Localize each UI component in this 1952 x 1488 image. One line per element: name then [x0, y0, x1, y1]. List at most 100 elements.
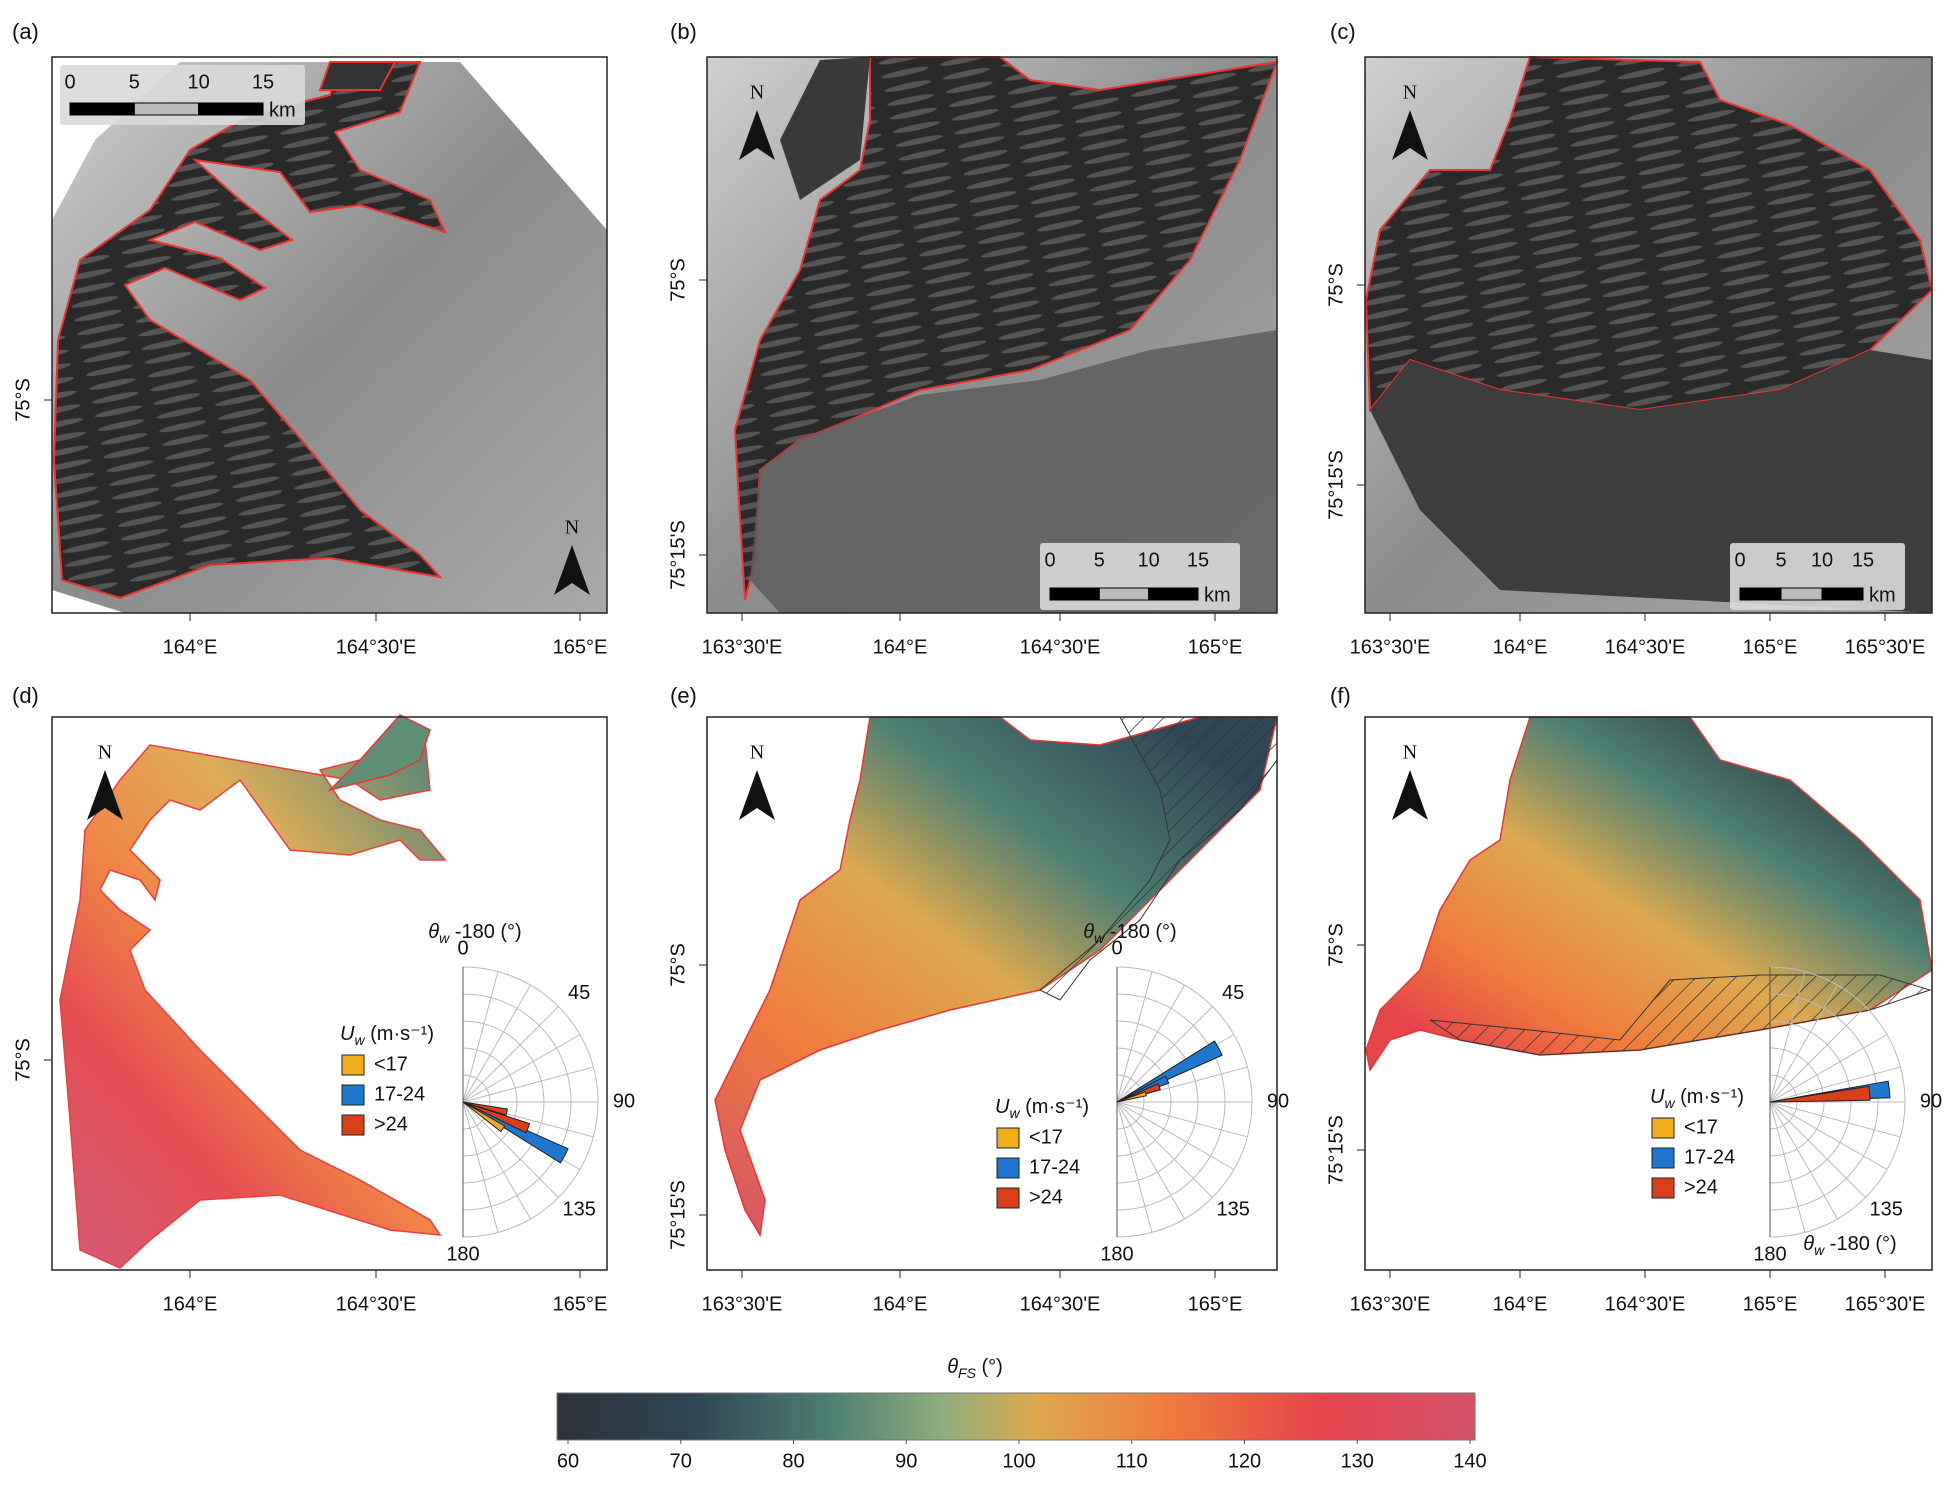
scale-bar-segment	[198, 102, 264, 116]
symbol-text: θw -180 (°)	[428, 921, 521, 945]
y-tick-label: 75°S	[12, 378, 34, 422]
x-tick-label: 163°30'E	[702, 636, 783, 658]
rose-petal	[1116, 1075, 1170, 1103]
rose-angle-label: 135	[1869, 1198, 1902, 1220]
legend-swatch	[341, 1114, 365, 1136]
scale-bar-segment	[1098, 587, 1150, 601]
scale-bar-tick: 10	[188, 71, 210, 93]
x-tick-label: 164°E	[163, 636, 218, 658]
theta-map-e	[714, 716, 1278, 1238]
legend-label: >24	[374, 1113, 408, 1135]
symbol-text: Uw (m·s⁻¹)	[1650, 1086, 1744, 1110]
scale-bar-segment	[1739, 587, 1782, 601]
text-part: w	[439, 930, 450, 946]
rose-angle-label: 180	[1100, 1243, 1133, 1265]
scale-bar-unit: km	[1869, 584, 1896, 606]
scale-bar-tick: 5	[129, 71, 140, 93]
x-tick-label: 164°30'E	[1605, 636, 1686, 658]
legend-label: <17	[374, 1053, 408, 1075]
rose-spoke	[1769, 1101, 1806, 1233]
scale-bar-tick: 10	[1811, 549, 1833, 571]
x-tick-label: 165°E	[1743, 636, 1798, 658]
scale-bar-tick: 0	[64, 71, 75, 93]
rose-spoke	[462, 1034, 581, 1103]
y-tick-label: 75°15'S	[1325, 1115, 1347, 1185]
y-tick-label: 75°S	[12, 1038, 34, 1082]
scale-bar-tick: 15	[252, 71, 274, 93]
legend-swatch	[996, 1157, 1020, 1179]
rose-spoke	[1769, 1034, 1888, 1103]
scale-bar-segment	[1049, 587, 1100, 601]
x-tick-label: 164°E	[873, 636, 928, 658]
x-tick-label: 165°E	[1188, 636, 1243, 658]
north-arrow	[1392, 770, 1428, 820]
text-part: w	[354, 1032, 365, 1048]
x-tick-label: 164°30'E	[1605, 1293, 1686, 1315]
north-label: N	[98, 742, 112, 764]
y-tick-label: 75°S	[667, 943, 689, 987]
rose-petal	[462, 1101, 509, 1116]
x-tick-label: 163°30'E	[702, 1293, 783, 1315]
text-part: U	[995, 1096, 1010, 1118]
legend-label: 17-24	[1029, 1156, 1080, 1178]
rose-spoke	[1116, 1101, 1248, 1138]
rose-angle-label: 90	[613, 1090, 635, 1112]
legend-swatch	[996, 1127, 1020, 1149]
rose-angle-label: 45	[568, 982, 590, 1004]
scale-bar-segment	[69, 102, 135, 116]
rose-spoke	[1769, 1101, 1901, 1138]
north-label: N	[1403, 82, 1417, 104]
rose-petal	[1769, 1085, 1871, 1103]
legend-label: 17-24	[1684, 1146, 1735, 1168]
x-tick-label: 164°E	[873, 1293, 928, 1315]
rose-spoke	[462, 1066, 594, 1103]
annotations: (a) 164°E 164°30'E 165°E 75°S N 0 5 10 15 km (b) 163…	[12, 19, 1942, 1472]
text-part: θ	[947, 1356, 958, 1378]
legend-label: 17-24	[374, 1083, 425, 1105]
x-tick-label: 164°E	[163, 1293, 218, 1315]
scale-bar-tick: 15	[1187, 549, 1209, 571]
text-part: (m·s⁻¹)	[1675, 1086, 1744, 1108]
panel-frame	[706, 716, 1278, 1271]
x-tick-label: 164°30'E	[1020, 1293, 1101, 1315]
x-tick-label: 165°E	[1743, 1293, 1798, 1315]
rose-spoke	[462, 1101, 531, 1220]
scale-bar-tick: 5	[1094, 549, 1105, 571]
x-tick-label: 165°E	[553, 636, 608, 658]
panel-label: (c)	[1330, 19, 1356, 44]
text-part: θ	[1083, 921, 1094, 943]
colorbar-tick-label: 90	[895, 1450, 917, 1472]
rose-spoke	[1116, 1101, 1153, 1233]
satellite-image-c	[1364, 55, 1934, 613]
rose-petal	[1116, 1091, 1147, 1103]
rose-angle-label: 135	[562, 1198, 595, 1220]
legend-swatch	[1651, 1117, 1675, 1139]
scale-bar-segment	[133, 102, 200, 116]
panel-frame	[51, 716, 608, 1271]
rose-angle-label: 135	[1216, 1198, 1249, 1220]
rose-spoke	[1116, 1101, 1185, 1220]
rose-spoke	[1769, 1101, 1888, 1170]
x-tick-label: 164°30'E	[336, 636, 417, 658]
symbol-text: θw -180 (°)	[1083, 921, 1176, 945]
symbol-text: θFS (°)	[947, 1356, 1003, 1380]
colorbar-tick-label: 130	[1341, 1450, 1374, 1472]
legend-label: <17	[1684, 1116, 1718, 1138]
text-part: U	[1650, 1086, 1665, 1108]
symbol-text: Uw (m·s⁻¹)	[340, 1023, 434, 1047]
y-tick-label: 75°15'S	[1325, 450, 1347, 520]
x-tick-label: 164°E	[1493, 1293, 1548, 1315]
y-tick-label: 75°15'S	[667, 1180, 689, 1250]
rose-petal	[1116, 1083, 1161, 1103]
text-part: -180 (°)	[1824, 1233, 1896, 1255]
north-arrow	[87, 770, 123, 820]
scale-bar-tick: 0	[1044, 549, 1055, 571]
rose-spoke	[1769, 1101, 1838, 1220]
colorbar-tick-label: 140	[1453, 1450, 1486, 1472]
scale-bar-segment	[1821, 587, 1864, 601]
rose-petal	[1116, 1040, 1223, 1103]
north-label: N	[750, 82, 764, 104]
north-arrow	[739, 110, 775, 160]
rose-angle-label: 180	[1753, 1243, 1786, 1265]
rose-spoke	[1116, 1101, 1235, 1170]
